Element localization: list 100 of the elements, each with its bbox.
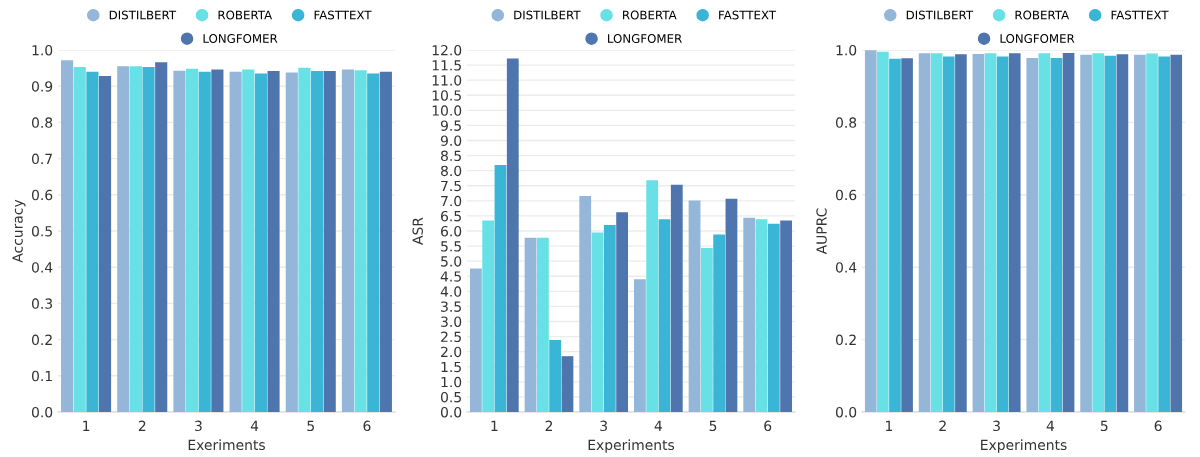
bar xyxy=(688,200,701,412)
bar xyxy=(755,219,768,412)
x-tick-label: 2 xyxy=(138,420,146,431)
legend-label: FASTTEXT xyxy=(1111,10,1169,20)
y-tick-label: 7.0 xyxy=(441,195,462,207)
legend-label: DISTILBERT xyxy=(906,10,974,20)
bar xyxy=(603,224,616,412)
legend-label: DISTILBERT xyxy=(514,10,581,20)
y-tick-label: 8.0 xyxy=(440,165,462,177)
y-tick-label: 0.4 xyxy=(835,262,857,273)
bar xyxy=(561,356,574,412)
y-tick-label: 8.5 xyxy=(440,150,461,162)
y-tick-label: 0.2 xyxy=(31,334,52,346)
y-tick-label: 1.5 xyxy=(441,361,461,373)
bar xyxy=(494,164,507,412)
x-tick-label: 3 xyxy=(600,420,607,432)
y-tick-label: 0.0 xyxy=(31,406,53,418)
legend-label: LONGFOMER xyxy=(608,34,682,43)
legend-label: FASTTEXT xyxy=(719,10,777,20)
y-tick-label: 10.0 xyxy=(432,105,462,116)
x-tick-label: 2 xyxy=(939,420,946,431)
y-tick-label: 12.0 xyxy=(432,44,462,56)
bar xyxy=(670,184,683,412)
y-tick-label: 3.0 xyxy=(441,316,462,327)
y-tick-label: 0.3 xyxy=(31,298,53,309)
bar xyxy=(549,339,562,412)
bar xyxy=(579,196,592,412)
x-tick-label: 3 xyxy=(993,420,1000,432)
x-tick-label: 4 xyxy=(654,420,662,431)
bar xyxy=(725,198,738,412)
bar xyxy=(506,58,519,412)
y-tick-label: 1.0 xyxy=(836,44,857,56)
y-tick-label: 9.0 xyxy=(440,135,462,146)
y-tick-label: 6.5 xyxy=(441,210,461,222)
legend-label: DISTILBERT xyxy=(109,10,177,20)
legend-label: LONGFOMER xyxy=(1000,34,1075,43)
y-tick-label: 0.6 xyxy=(31,189,53,201)
y-tick-label: 10.5 xyxy=(432,90,461,101)
x-tick-label: 6 xyxy=(363,420,371,432)
bar xyxy=(658,219,671,412)
y-tick-label: 2.5 xyxy=(441,331,461,343)
legend-label: ROBERTA xyxy=(623,10,677,20)
bar xyxy=(591,232,604,412)
x-tick-label: 1 xyxy=(83,420,90,431)
y-tick-label: 2.0 xyxy=(441,346,462,358)
y-tick-label: 0.5 xyxy=(31,225,52,237)
y-tick-label: 11.5 xyxy=(432,60,461,71)
x-tick-label: 4 xyxy=(1046,420,1055,431)
x-tick-label: 5 xyxy=(307,420,314,432)
x-tick-label: 4 xyxy=(250,420,259,431)
y-axis-title: Accuracy xyxy=(12,199,26,263)
legend-label: ROBERTA xyxy=(218,10,273,20)
bar xyxy=(616,212,629,412)
y-tick-label: 0.8 xyxy=(31,117,53,128)
y-tick-label: 0.9 xyxy=(31,81,53,92)
legend-label: ROBERTA xyxy=(1015,10,1070,20)
y-tick-label: 4.0 xyxy=(440,286,462,297)
bar xyxy=(780,220,793,412)
bar xyxy=(633,279,646,412)
x-axis-title: Experiments xyxy=(588,439,675,453)
bar xyxy=(743,217,756,412)
y-tick-label: 0.0 xyxy=(835,406,857,418)
x-tick-label: 2 xyxy=(545,420,553,431)
y-axis-title: AUPRC xyxy=(816,208,827,255)
y-tick-label: 0.0 xyxy=(440,406,462,418)
x-tick-label: 1 xyxy=(491,420,498,431)
x-tick-label: 6 xyxy=(764,420,772,432)
x-tick-label: 5 xyxy=(709,420,717,432)
y-tick-label: 0.2 xyxy=(835,334,856,346)
x-axis-title: Experiments xyxy=(981,439,1067,453)
y-tick-label: 11.0 xyxy=(432,75,462,86)
y-tick-label: 0.6 xyxy=(835,189,857,201)
bar xyxy=(700,247,713,412)
y-tick-label: 0.8 xyxy=(835,117,857,128)
legend-label: LONGFOMER xyxy=(203,34,278,43)
bar xyxy=(469,268,482,412)
x-tick-label: 3 xyxy=(195,420,202,432)
legend-label: FASTTEXT xyxy=(314,10,372,20)
y-tick-label: 7.5 xyxy=(441,180,461,192)
y-tick-label: 1.0 xyxy=(32,44,53,56)
y-tick-label: 0.5 xyxy=(440,391,461,403)
y-tick-label: 1.0 xyxy=(441,376,462,388)
y-tick-label: 5.0 xyxy=(441,256,462,267)
bar xyxy=(524,237,537,412)
bar xyxy=(482,220,495,412)
y-tick-label: 0.7 xyxy=(31,153,52,165)
bar xyxy=(536,237,549,412)
bar xyxy=(767,223,780,412)
x-tick-label: 5 xyxy=(1100,420,1108,432)
x-tick-label: 1 xyxy=(886,420,893,431)
y-tick-label: 5.5 xyxy=(441,241,461,252)
y-axis-title: ASR xyxy=(412,217,423,245)
y-tick-label: 3.5 xyxy=(441,301,461,312)
bar xyxy=(646,180,659,412)
x-axis-title: Exeriments xyxy=(188,439,265,451)
bar xyxy=(713,234,726,412)
y-tick-label: 0.4 xyxy=(31,262,53,273)
y-tick-label: 6.0 xyxy=(441,225,462,237)
y-tick-label: 9.5 xyxy=(440,120,461,131)
y-tick-label: 4.5 xyxy=(440,271,461,282)
